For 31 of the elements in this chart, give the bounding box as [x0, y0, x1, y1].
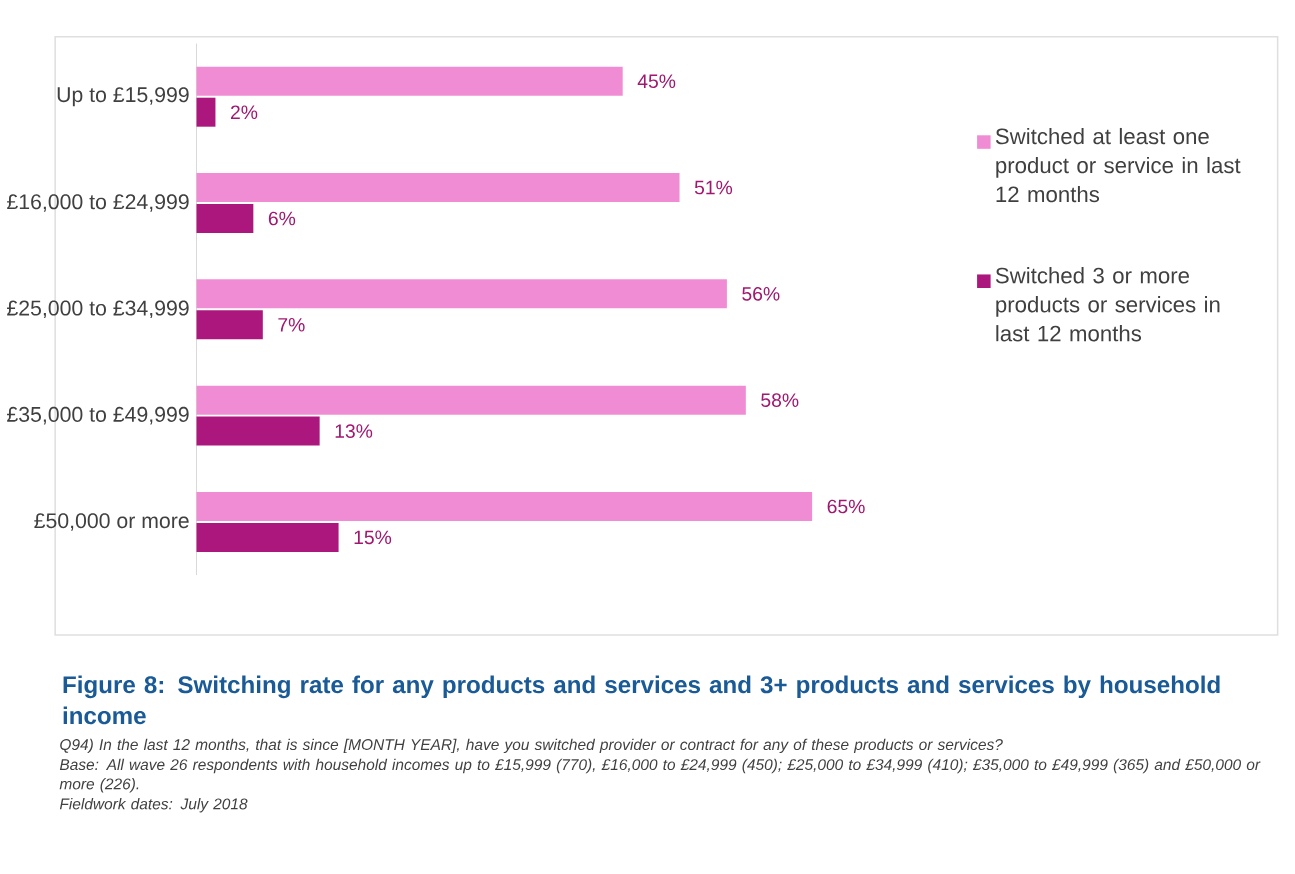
- y-tick-label: £25,000 to £34,999: [7, 300, 189, 319]
- data-label: 2%: [230, 105, 258, 120]
- bar: [196, 416, 320, 446]
- text: Base: All wave 26 respondents with household incomes up to £15,999 (770), £16,000 to £24,999 (450); £25,000 to £34,999 (410); £35,000 to £49,999 (365) and £50,000 or more (226).: [59, 758, 1261, 793]
- bar: [196, 204, 254, 234]
- text: Figure 8: Switching rate for any products and services and 3+ products and services by household income: [63, 675, 1220, 725]
- data-label: 45%: [637, 74, 676, 89]
- legend-label: Switched at least one product or service in last 12 months: [995, 128, 1241, 203]
- y-tick-label: £50,000 or more: [34, 513, 189, 531]
- data-label: 13%: [335, 424, 373, 439]
- data-label: 7%: [278, 318, 305, 332]
- bar: [196, 97, 216, 127]
- data-label: 51%: [694, 180, 733, 195]
- bar: [196, 523, 339, 553]
- text: Fieldwork dates: July 2018: [59, 798, 248, 813]
- bar: [196, 66, 623, 96]
- data-label: 56%: [742, 287, 780, 301]
- data-label: 58%: [761, 393, 799, 408]
- bar: [196, 492, 813, 522]
- y-tick-label: £16,000 to £24,999: [7, 194, 189, 213]
- text: Q94) In the last 12 months, that is since [MONTH YEAR], have you switched provider or contract for any of these products or services?: [60, 738, 1003, 754]
- bar: [196, 385, 746, 415]
- bar: [196, 279, 727, 309]
- data-label: 6%: [268, 211, 296, 226]
- data-label: 65%: [827, 499, 865, 514]
- y-tick-label: £35,000 to £49,999: [7, 407, 189, 425]
- y-tick-label: Up to £15,999: [57, 87, 189, 107]
- data-label: 15%: [354, 530, 392, 545]
- bar: [196, 310, 263, 340]
- legend-label: Switched 3 or more products or services in last 12 months: [995, 267, 1220, 342]
- bar: [196, 173, 680, 203]
